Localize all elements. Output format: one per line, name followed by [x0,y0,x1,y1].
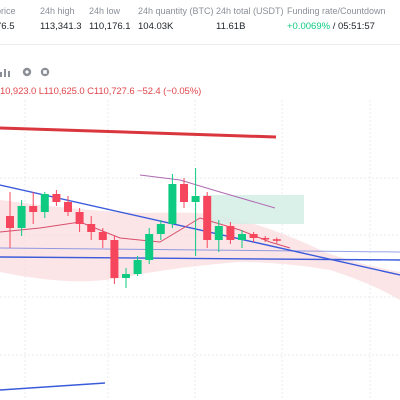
candle-body [168,184,177,224]
candle-body [64,202,72,212]
candle-body [133,260,142,274]
stat-value: 110,176.1 [89,21,131,32]
stat-label: Funding rate/Countdown [287,6,386,16]
trend-line [0,184,400,276]
stat-label: 24h total (USDT) [216,6,284,16]
stat-24h-low: 24h low 110,176.1 [89,6,131,32]
candlestick-chart[interactable] [0,100,400,400]
chart-toolbar [0,64,400,80]
stat-label: 24h quantity (BTC) [138,6,214,16]
candle-body [17,206,26,228]
stat-24h-quantity: 24h quantity (BTC) 104.03K [138,6,214,32]
ohlc-readout: 10,923.0 L110,625.0 C110,727.6 −52.4 (−0… [0,86,202,97]
stat-24h-total: 24h total (USDT) 11.61B [216,6,284,32]
settings-icon[interactable] [22,67,32,77]
funding-rate-value: +0.0069% [287,21,331,32]
candle-body [214,226,223,240]
stat-value: 76.5 [0,21,15,32]
stat-24h-high: 24h high 113,341.3 [40,6,82,32]
stat-label: 24h high [40,6,75,16]
candle-body [261,238,270,240]
candle-body [145,234,154,260]
stat-value: +0.0069% / 05:51:57 [287,21,386,32]
stat-value: 113,341.3 [40,21,82,32]
ma-short-line [0,217,291,249]
candle-body [29,206,38,212]
candle-body [75,212,84,224]
funding-countdown: / 05:51:57 [330,21,375,32]
candle-body [203,196,212,240]
candle-body [98,232,107,240]
candle-body [180,184,188,202]
long-ma-line [0,126,277,139]
candle-body [40,194,49,212]
ticker-bar: price 76.5 24h high 113,341.3 24h low 11… [0,0,400,45]
candle-body [6,216,14,228]
candle-body [226,226,235,240]
stat-last-price: price 76.5 [0,6,16,32]
stat-value: 104.03K [138,21,174,32]
price-line [0,247,400,253]
candle-body [87,224,96,232]
ma-mid-line [139,174,276,209]
candle-body [52,194,61,202]
candle-body [110,240,119,278]
stat-label: 24h low [89,6,121,16]
bar-chart-icon[interactable] [0,67,10,77]
candle-body [122,274,130,278]
candle-body [249,234,258,238]
stat-label: price [0,6,16,16]
close-circle-icon[interactable] [40,67,50,77]
candles-group [6,168,281,288]
candle-body [191,196,200,202]
stat-value: 11.61B [216,21,246,32]
position-box [203,195,304,224]
candle-body [272,239,281,241]
lower-trend-line [0,382,106,391]
stat-funding-rate: Funding rate/Countdown +0.0069% / 05:51:… [287,6,386,32]
candle-body [156,224,165,234]
candle-body [238,234,246,240]
